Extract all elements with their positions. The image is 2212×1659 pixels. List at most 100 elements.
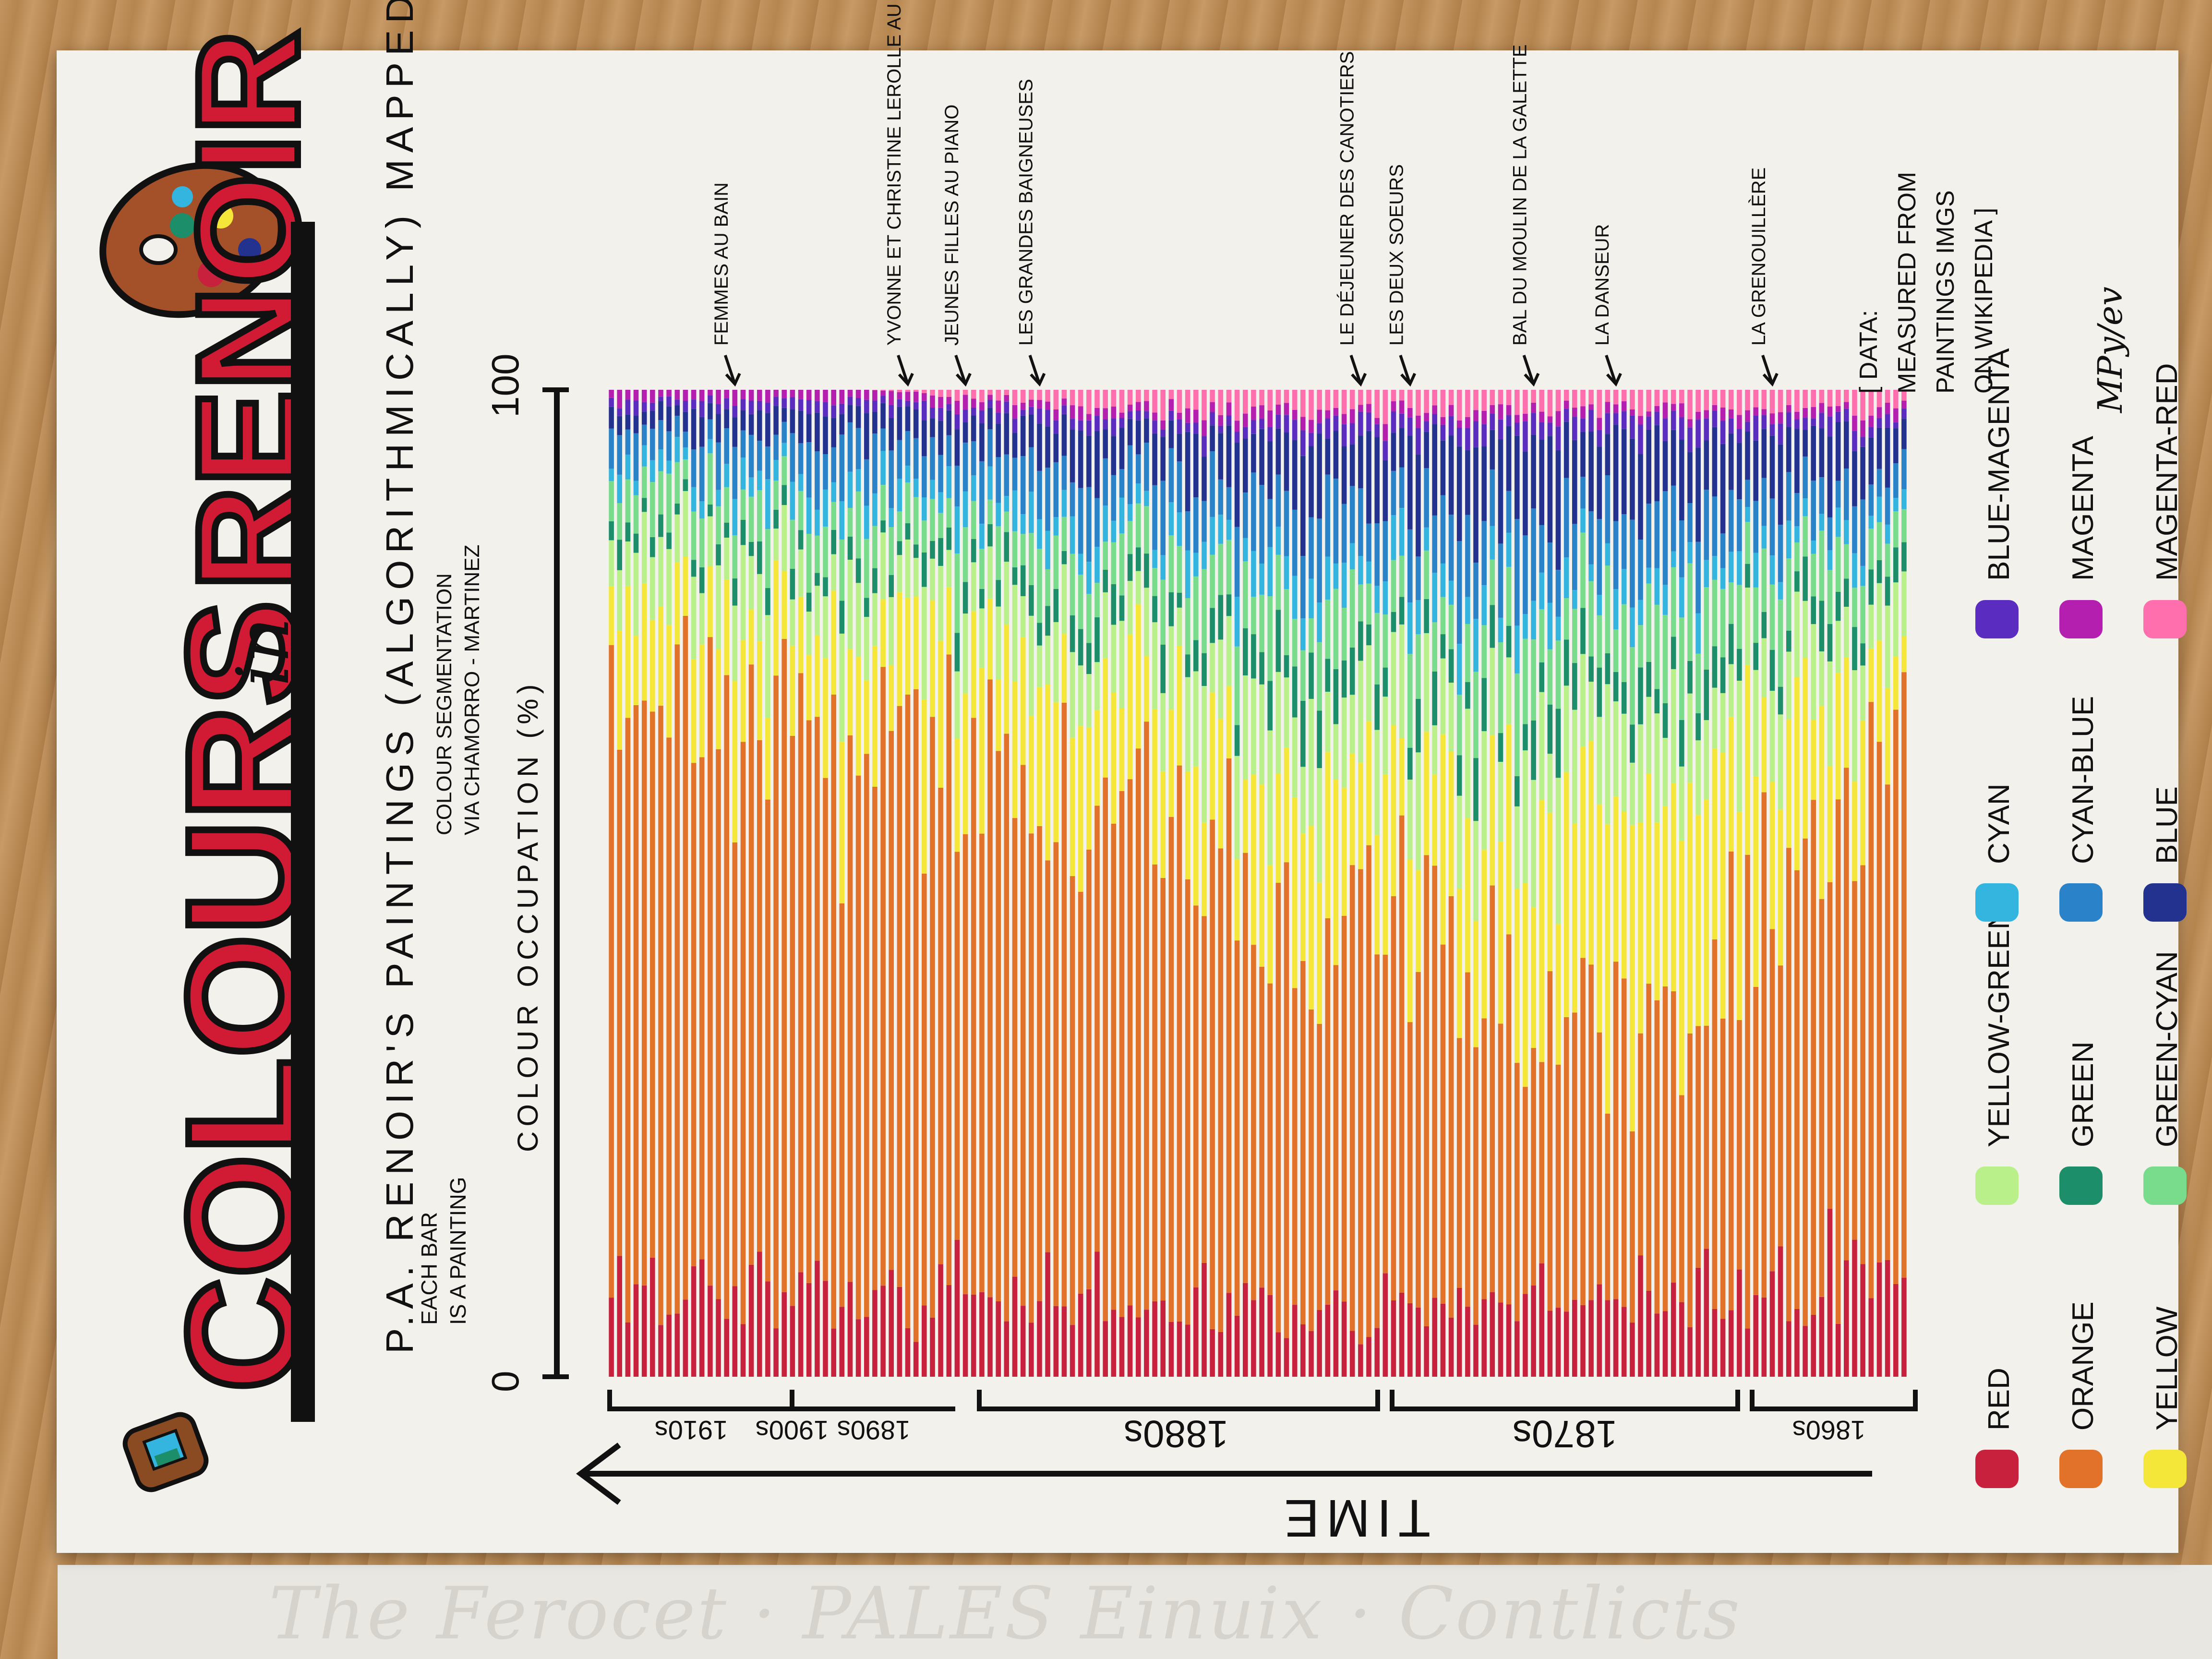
bar-segment-orange bbox=[1177, 765, 1182, 1322]
bar-segment-yellow bbox=[625, 586, 631, 718]
bar-segment-blue-magenta bbox=[1531, 413, 1536, 435]
bar-segment-yellow bbox=[1901, 636, 1907, 673]
bar-segment-cyan-blue bbox=[1029, 447, 1034, 492]
bar-segment-blue bbox=[732, 417, 738, 447]
bar-segment-magenta bbox=[1745, 410, 1750, 422]
bar-segment-orange bbox=[1531, 1048, 1536, 1286]
bar-segment-blue-magenta bbox=[815, 401, 820, 413]
bar-segment-orange bbox=[815, 717, 820, 1261]
bar-segment-orange bbox=[674, 644, 680, 1314]
legend-label: YELLOW-GREEN bbox=[1983, 908, 2016, 1147]
bar-segment-blue-magenta bbox=[1844, 409, 1849, 421]
bar-segment-blue-magenta bbox=[1687, 427, 1693, 452]
bar-segment-yellow-green bbox=[683, 491, 688, 557]
bar-segment-orange bbox=[847, 735, 853, 1282]
bar-segment-yellow bbox=[1531, 907, 1536, 1048]
bar-segment-magenta-red bbox=[1103, 390, 1108, 409]
bar-segment-orange bbox=[773, 675, 779, 1329]
legend-swatch bbox=[1975, 600, 2019, 638]
bar-segment-magenta bbox=[691, 390, 697, 400]
bar-segment-blue-magenta bbox=[1152, 421, 1157, 433]
bar-segment-yellow bbox=[872, 646, 878, 787]
bar-segment-green-cyan bbox=[1300, 650, 1306, 701]
bar-segment-blue bbox=[971, 415, 976, 441]
bar-segment-magenta bbox=[625, 390, 631, 400]
bar-segment-cyan-blue bbox=[1621, 514, 1627, 569]
bar-segment-magenta bbox=[1177, 413, 1182, 420]
bar-segment-green-cyan bbox=[1029, 533, 1034, 585]
bar-segment-cyan bbox=[1440, 563, 1446, 597]
bar-segment-yellow-green bbox=[806, 612, 812, 655]
bar-segment-blue-magenta bbox=[1473, 421, 1479, 447]
bar-segment-red bbox=[1654, 1313, 1660, 1377]
bar-segment-blue-magenta bbox=[1045, 410, 1050, 427]
bar-segment-green-cyan bbox=[716, 506, 721, 544]
bar-segment-cyan-blue bbox=[1465, 515, 1470, 597]
bar-segment-magenta bbox=[1490, 405, 1495, 414]
bar-segment-orange bbox=[946, 654, 952, 1286]
bar-segment-blue bbox=[1218, 433, 1224, 480]
bar-segment-blue bbox=[1539, 439, 1544, 525]
bar-segment-cyan bbox=[1753, 553, 1758, 588]
bar-segment-blue bbox=[1259, 429, 1264, 485]
bar-segment-blue bbox=[1424, 432, 1429, 468]
bar-segment-magenta bbox=[765, 390, 770, 403]
bar-segment-cyan-blue bbox=[1218, 479, 1224, 515]
bar-segment-yellow-green bbox=[1078, 665, 1083, 726]
bar-segment-magenta bbox=[1152, 412, 1157, 421]
bar-segment-yellow bbox=[716, 649, 721, 749]
bar-segment-orange bbox=[1210, 819, 1215, 1329]
bar-segment-magenta-red bbox=[1835, 390, 1841, 406]
legend-swatch bbox=[2143, 1166, 2187, 1205]
bar-segment-cyan-blue bbox=[617, 435, 622, 475]
bar-segment-red bbox=[1094, 1251, 1100, 1377]
bar-segment-green bbox=[1333, 669, 1339, 724]
bar-segment-blue bbox=[1374, 437, 1380, 523]
bar-segment-green bbox=[1893, 547, 1899, 583]
bar-segment-orange bbox=[1070, 876, 1075, 1325]
bar-segment-green bbox=[1827, 624, 1833, 661]
bar-segment-red bbox=[625, 1322, 631, 1377]
bar-segment-orange bbox=[954, 852, 960, 1240]
bar-segment-green-cyan bbox=[1819, 530, 1825, 601]
bar-segment-cyan-blue bbox=[1844, 469, 1849, 520]
bar-segment-cyan bbox=[1761, 526, 1767, 549]
bar-segment-blue bbox=[1037, 423, 1042, 471]
bar-segment-yellow bbox=[1407, 859, 1413, 1022]
bar-segment-green bbox=[691, 560, 697, 577]
bar-segment-blue-magenta bbox=[905, 400, 911, 407]
bar-segment-yellow bbox=[683, 556, 688, 616]
bar-segment-blue-magenta bbox=[609, 397, 614, 407]
notebook-page bbox=[57, 50, 2178, 1553]
bar-segment-green-cyan bbox=[708, 453, 713, 505]
annotation-label: LA GRENOUILLÈRE bbox=[1748, 168, 1769, 346]
bar-segment-cyan-blue bbox=[1399, 467, 1405, 508]
bar-segment-yellow bbox=[1399, 738, 1405, 816]
bar-segment-blue-magenta bbox=[1078, 420, 1083, 431]
bar-segment-blue-magenta bbox=[1119, 418, 1125, 428]
bar-segment-yellow bbox=[724, 579, 729, 675]
bar-segment-cyan-blue bbox=[633, 433, 639, 481]
bar-segment-cyan-blue bbox=[1177, 461, 1182, 513]
bar-segment-green-cyan bbox=[872, 526, 878, 568]
bar-segment-magenta-red bbox=[1448, 390, 1454, 405]
legend-swatch bbox=[2059, 1450, 2103, 1488]
bar-segment-yellow bbox=[1218, 719, 1224, 849]
bar-segment-magenta-red bbox=[1786, 390, 1791, 405]
annotation-label: LES GRANDES BAIGNEUSES bbox=[1015, 79, 1036, 346]
bar-segment-yellow-green bbox=[1465, 709, 1470, 818]
bar-segment-blue-magenta bbox=[1177, 419, 1182, 434]
bar-segment-blue-magenta bbox=[1300, 430, 1306, 456]
annotation-arrow bbox=[1522, 355, 1540, 387]
bar-segment-magenta-red bbox=[1218, 390, 1224, 415]
bar-segment-cyan-blue bbox=[1275, 474, 1281, 527]
bar-segment-magenta-red bbox=[1374, 390, 1380, 418]
bar-segment-blue bbox=[930, 418, 935, 437]
bar-segment-orange bbox=[708, 637, 713, 1286]
bar-segment-cyan bbox=[1243, 538, 1248, 562]
bar-segment-orange bbox=[1391, 896, 1396, 1300]
bar-segment-magenta-red bbox=[1070, 390, 1075, 406]
bar-segment-cyan bbox=[938, 492, 943, 513]
bar-segment-magenta-red bbox=[1275, 390, 1281, 405]
bar-segment-cyan bbox=[1325, 556, 1331, 600]
